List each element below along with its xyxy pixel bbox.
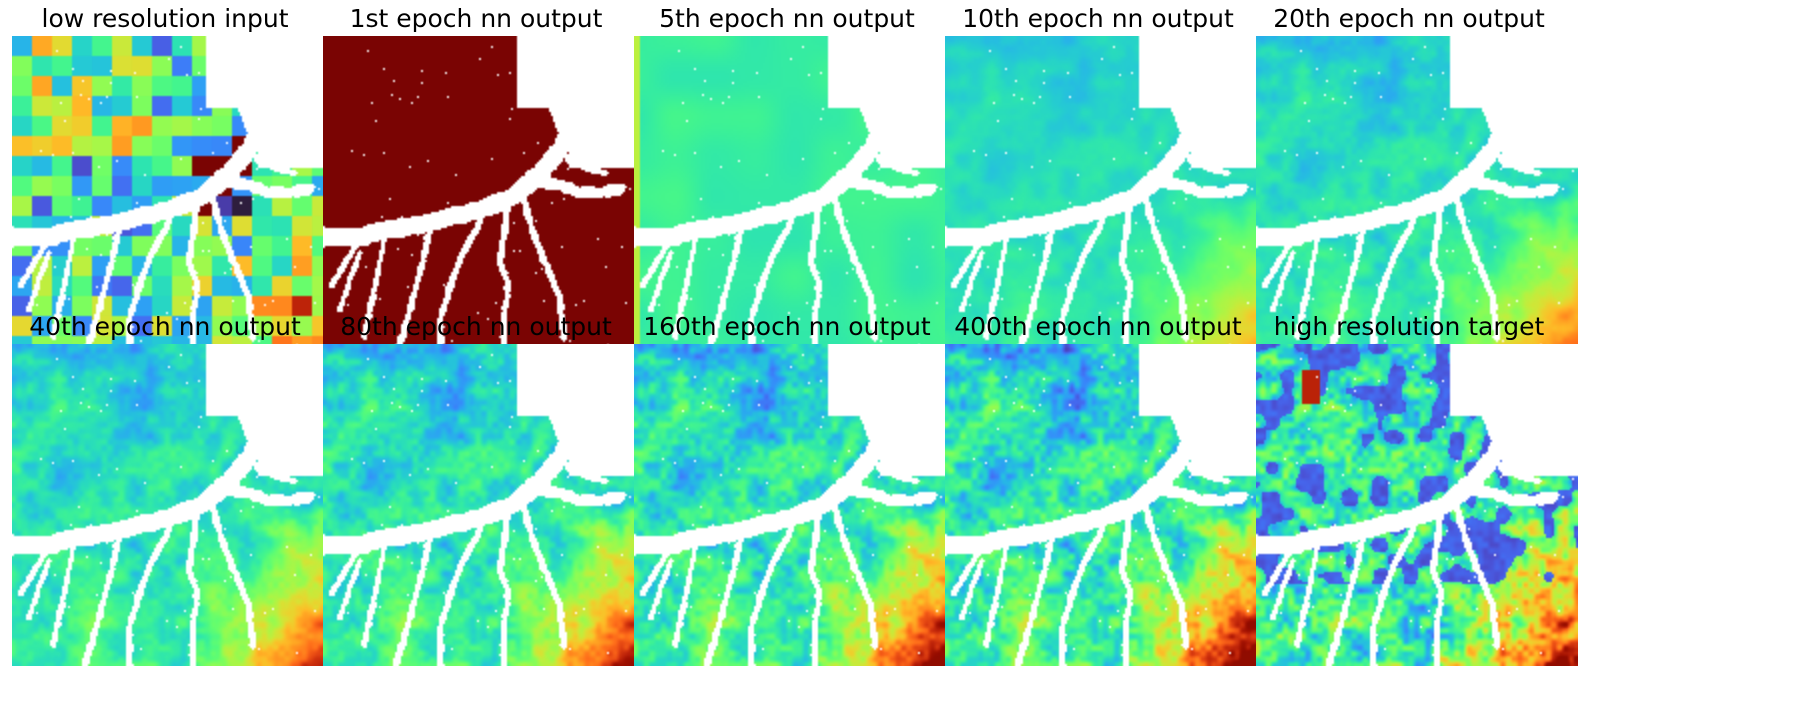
panel-title: 160th epoch nn output	[643, 312, 931, 341]
panel-epoch-1: 1st epoch nn output	[311, 0, 645, 360]
panel-title: 1st epoch nn output	[349, 4, 603, 33]
panel-title: 10th epoch nn output	[962, 4, 1234, 33]
heatmap-image	[634, 36, 956, 358]
panel-title: 400th epoch nn output	[954, 312, 1242, 341]
heatmap-image	[323, 36, 645, 358]
panel-title: low resolution input	[41, 4, 289, 33]
panel-title: high resolution target	[1273, 312, 1545, 341]
heatmap-image	[945, 36, 1267, 358]
heatmap-image	[12, 36, 334, 358]
heatmap-image	[945, 344, 1267, 666]
panel-low-resolution-input: low resolution input	[0, 0, 334, 360]
panel-epoch-10: 10th epoch nn output	[933, 0, 1267, 360]
panel-epoch-400: 400th epoch nn output	[933, 308, 1267, 668]
panel-title: 80th epoch nn output	[340, 312, 612, 341]
panel-title: 5th epoch nn output	[659, 4, 915, 33]
panel-epoch-80: 80th epoch nn output	[311, 308, 645, 668]
panel-high-resolution-target: high resolution target	[1244, 308, 1578, 668]
panel-epoch-160: 160th epoch nn output	[622, 308, 956, 668]
heatmap-image	[323, 344, 645, 666]
panel-title: 40th epoch nn output	[29, 312, 301, 341]
panel-title: 20th epoch nn output	[1273, 4, 1545, 33]
panel-epoch-20: 20th epoch nn output	[1244, 0, 1578, 360]
panel-epoch-5: 5th epoch nn output	[622, 0, 956, 360]
heatmap-image	[1256, 36, 1578, 358]
panel-epoch-40: 40th epoch nn output	[0, 308, 334, 668]
heatmap-image	[12, 344, 334, 666]
heatmap-image	[634, 344, 956, 666]
heatmap-image	[1256, 344, 1578, 666]
